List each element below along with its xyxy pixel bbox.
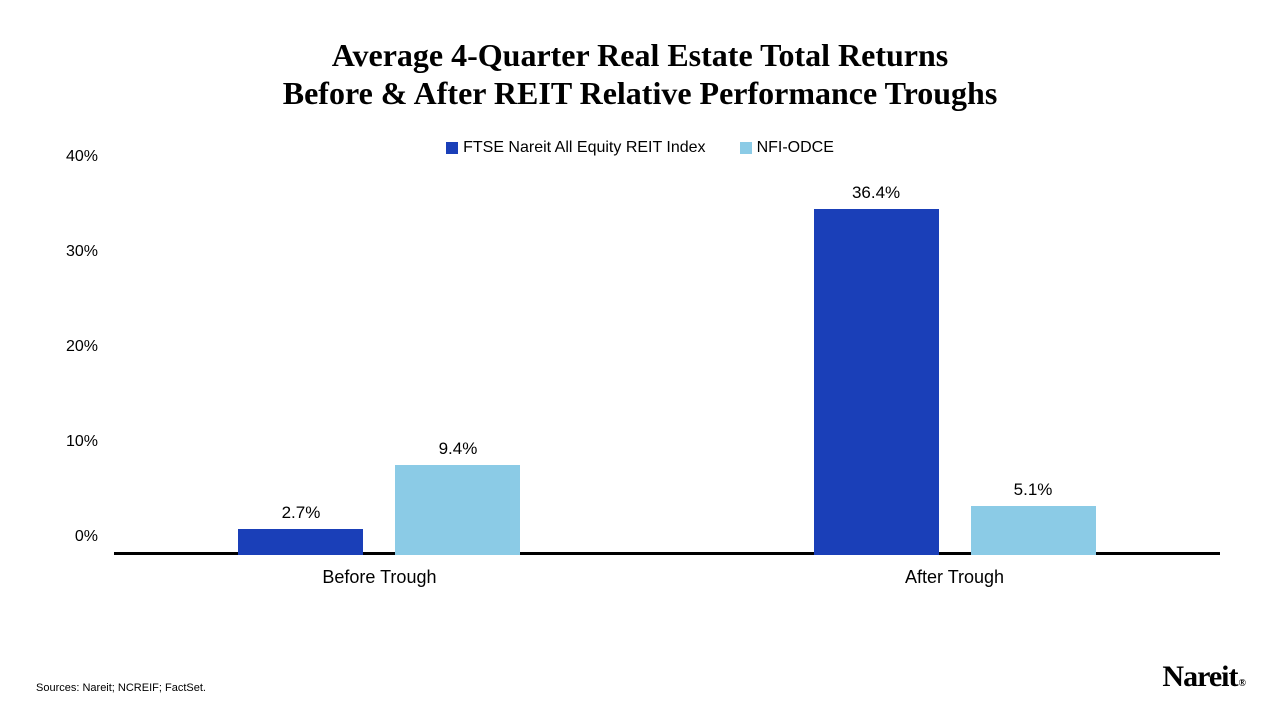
legend-swatch-series1 bbox=[446, 142, 458, 154]
legend-item-series2: NFI-ODCE bbox=[740, 139, 834, 157]
footer: Sources: Nareit; NCREIF; FactSet. Nareit… bbox=[0, 660, 1280, 694]
y-tick-label: 40% bbox=[66, 148, 98, 166]
y-axis: 0%10%20%30%40% bbox=[60, 175, 104, 555]
title-line-2: Before & After REIT Relative Performance… bbox=[283, 75, 998, 111]
bar-value-label: 2.7% bbox=[201, 503, 401, 523]
category-label: Before Trough bbox=[322, 567, 436, 588]
bar bbox=[238, 529, 363, 555]
bar-value-label: 36.4% bbox=[776, 183, 976, 203]
category-label: After Trough bbox=[905, 567, 1004, 588]
legend-label-series2: NFI-ODCE bbox=[757, 139, 834, 157]
y-tick-label: 30% bbox=[66, 243, 98, 261]
logo-registered: ® bbox=[1239, 678, 1245, 689]
nareit-logo: Nareit® bbox=[1162, 660, 1244, 694]
bar bbox=[395, 465, 520, 554]
legend: FTSE Nareit All Equity REIT Index NFI-OD… bbox=[0, 139, 1280, 157]
bar-value-label: 9.4% bbox=[358, 439, 558, 459]
plot-area: 2.7%9.4%Before Trough36.4%5.1%After Trou… bbox=[114, 175, 1220, 555]
title-line-1: Average 4-Quarter Real Estate Total Retu… bbox=[332, 37, 948, 73]
legend-swatch-series2 bbox=[740, 142, 752, 154]
y-tick-label: 20% bbox=[66, 338, 98, 356]
legend-label-series1: FTSE Nareit All Equity REIT Index bbox=[463, 139, 705, 157]
chart-area: 0%10%20%30%40% 2.7%9.4%Before Trough36.4… bbox=[60, 175, 1220, 555]
legend-item-series1: FTSE Nareit All Equity REIT Index bbox=[446, 139, 705, 157]
chart-title: Average 4-Quarter Real Estate Total Retu… bbox=[0, 0, 1280, 113]
y-tick-label: 0% bbox=[75, 528, 98, 546]
bar bbox=[814, 209, 939, 555]
logo-text: Nareit bbox=[1162, 660, 1237, 693]
bar bbox=[971, 506, 1096, 554]
y-tick-label: 10% bbox=[66, 433, 98, 451]
sources-text: Sources: Nareit; NCREIF; FactSet. bbox=[36, 682, 206, 694]
bar-value-label: 5.1% bbox=[933, 480, 1133, 500]
